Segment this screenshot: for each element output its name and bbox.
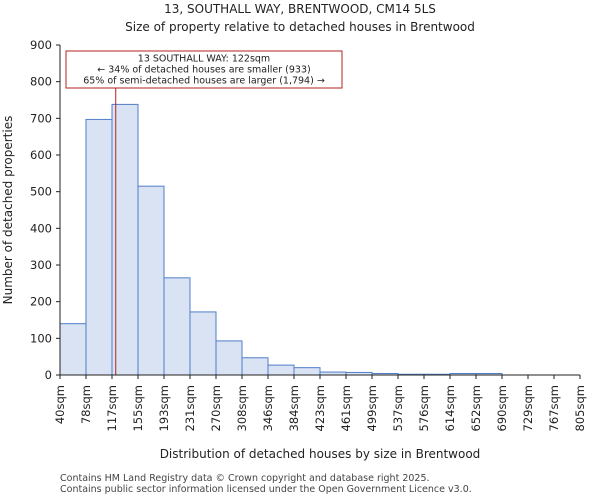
- x-tick-label-614sqm: 614sqm: [443, 385, 457, 431]
- x-tick-label-231sqm: 231sqm: [183, 385, 197, 431]
- x-tick-label-155sqm: 155sqm: [131, 385, 145, 431]
- footer-line-1: Contains HM Land Registry data © Crown c…: [60, 473, 430, 484]
- x-tick-label-308sqm: 308sqm: [235, 385, 249, 431]
- x-tick-label-346sqm: 346sqm: [261, 385, 275, 431]
- annotation-line-2: ← 34% of detached houses are smaller (93…: [97, 65, 310, 76]
- y-tick-label-800: 800: [30, 75, 52, 89]
- bar-346sqm: [267, 364, 295, 376]
- x-tick-label-767sqm: 767sqm: [547, 385, 561, 431]
- x-tick-label-499sqm: 499sqm: [365, 385, 379, 431]
- x-tick-label-576sqm: 576sqm: [417, 385, 431, 431]
- bars: [59, 103, 503, 376]
- x-tick-label-117sqm: 117sqm: [105, 385, 119, 431]
- annotation-line-3: 65% of semi-detached houses are larger (…: [83, 76, 325, 87]
- bar-308sqm: [241, 357, 269, 376]
- bar-270sqm: [215, 340, 243, 376]
- y-tick-label-100: 100: [30, 331, 52, 345]
- y-tick-label-400: 400: [30, 221, 52, 235]
- y-tick-label-0: 0: [45, 368, 52, 382]
- y-tick-label-600: 600: [30, 148, 52, 162]
- x-axis-label: Distribution of detached houses by size …: [160, 447, 481, 461]
- annotation-line-1: 13 SOUTHALL WAY: 122sqm: [138, 54, 270, 65]
- bar-78sqm: [85, 118, 113, 376]
- x-tick-label-537sqm: 537sqm: [391, 385, 405, 431]
- x-tick-label-652sqm: 652sqm: [469, 385, 483, 431]
- x-tick-label-270sqm: 270sqm: [209, 385, 223, 431]
- x-tick-label-805sqm: 805sqm: [573, 385, 587, 431]
- x-tick-label-193sqm: 193sqm: [157, 385, 171, 431]
- marker-layer: 13 SOUTHALL WAY: 122sqm← 34% of detached…: [65, 50, 343, 375]
- x-tick-label-40sqm: 40sqm: [53, 385, 67, 424]
- y-axis-label: Number of detached properties: [1, 116, 15, 305]
- x-tick-label-690sqm: 690sqm: [495, 385, 509, 431]
- y-tick-label-200: 200: [30, 295, 52, 309]
- x-tick-label-729sqm: 729sqm: [521, 385, 535, 431]
- x-tick-label-461sqm: 461sqm: [339, 385, 353, 431]
- bar-40sqm: [59, 323, 87, 376]
- x-tick-label-423sqm: 423sqm: [313, 385, 327, 431]
- x-tick-label-78sqm: 78sqm: [79, 385, 93, 424]
- annotation-box: [65, 50, 343, 89]
- bar-231sqm: [189, 311, 217, 376]
- x-tick-label-384sqm: 384sqm: [287, 385, 301, 431]
- y-tick-label-900: 900: [30, 38, 52, 52]
- y-tick-label-300: 300: [30, 258, 52, 272]
- bar-384sqm: [293, 367, 321, 376]
- axes: 0 100 200 300 400 500 600 700 800 900 40sqm 78sqm 11…: [30, 38, 587, 431]
- bar-155sqm: [137, 185, 165, 376]
- y-tick-label-700: 700: [30, 111, 52, 125]
- y-tick-label-500: 500: [30, 185, 52, 199]
- footer-line-2: Contains public sector information licen…: [60, 484, 472, 495]
- chart-subtitle: Size of property relative to detached ho…: [125, 20, 475, 34]
- bar-117sqm: [111, 103, 139, 376]
- histogram-chart: 13, SOUTHALL WAY, BRENTWOOD, CM14 5LS Si…: [1, 2, 587, 461]
- chart-title: 13, SOUTHALL WAY, BRENTWOOD, CM14 5LS: [164, 2, 436, 16]
- bar-193sqm: [163, 277, 191, 376]
